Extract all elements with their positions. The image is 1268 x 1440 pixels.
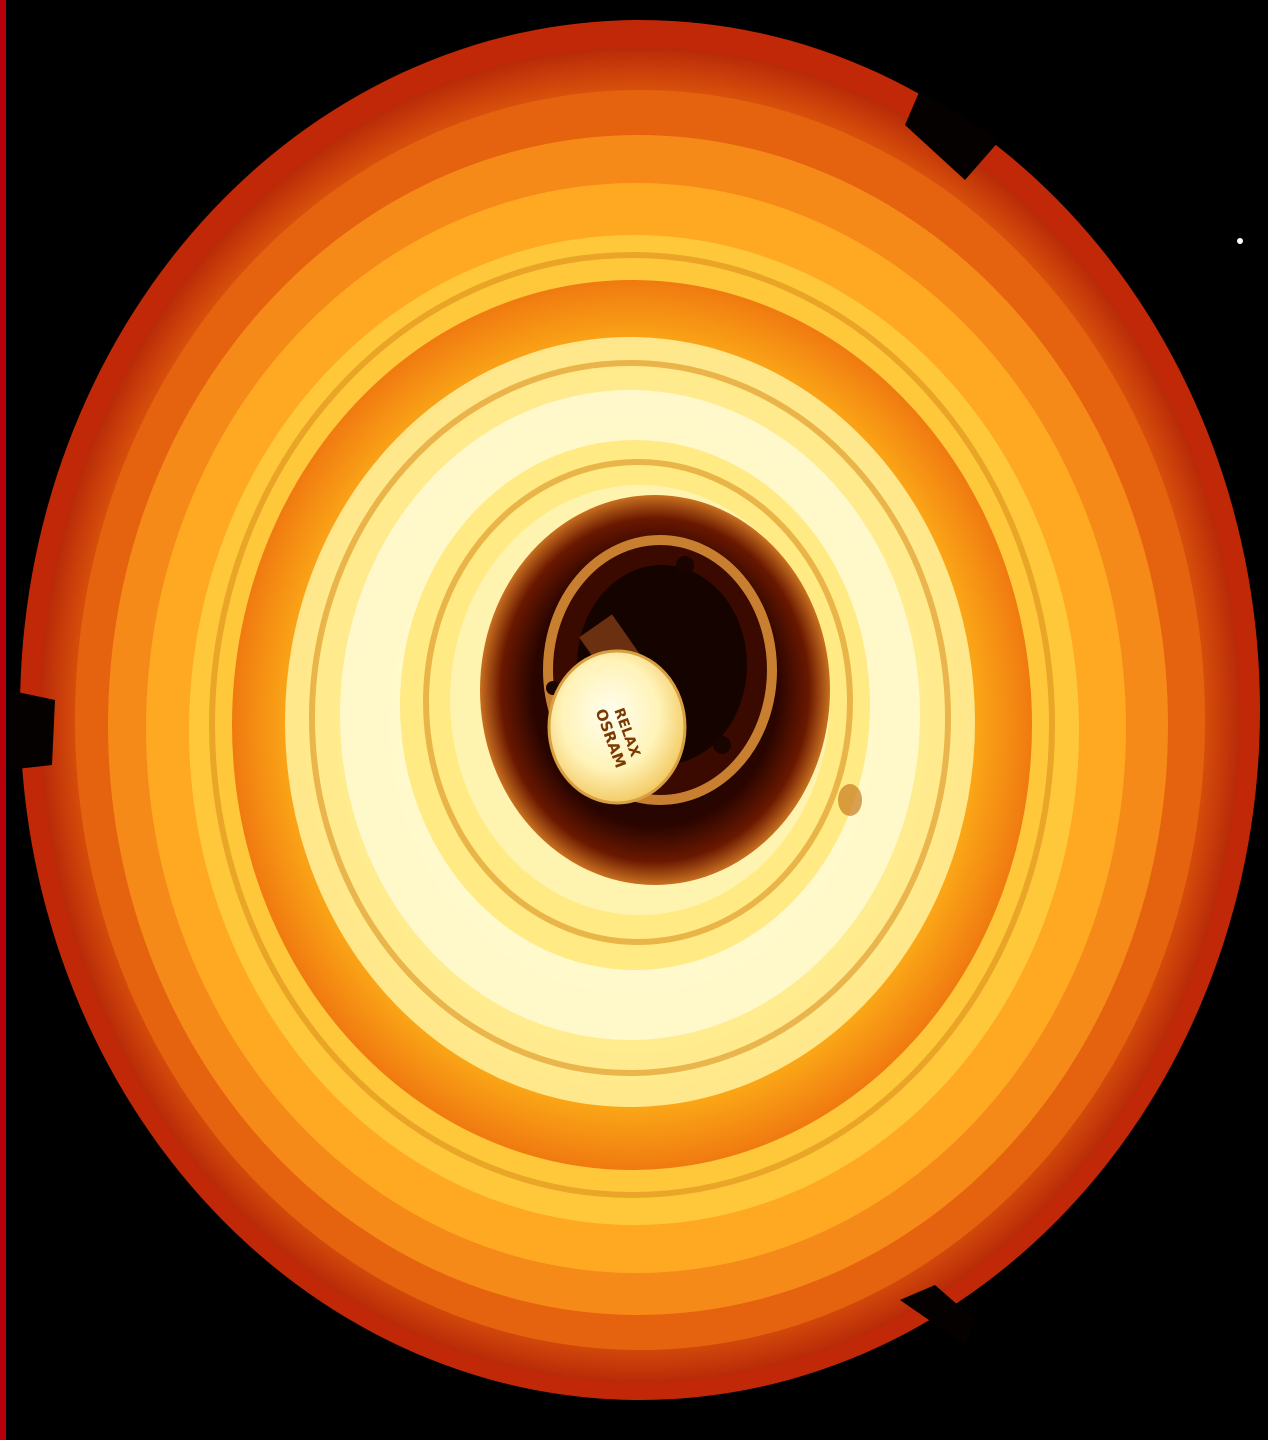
bulb — [547, 649, 687, 805]
screw-bottom — [713, 736, 731, 754]
rim-clip-top-right — [905, 90, 1000, 180]
left-red-edge — [0, 0, 6, 1440]
screw-top — [676, 556, 694, 574]
rim-clip-bottom-right — [900, 1285, 975, 1345]
stray-light-dot — [1237, 238, 1243, 244]
ring-contours — [209, 252, 1055, 1198]
shade-dent — [838, 784, 862, 816]
rim-clip-left — [8, 690, 55, 770]
